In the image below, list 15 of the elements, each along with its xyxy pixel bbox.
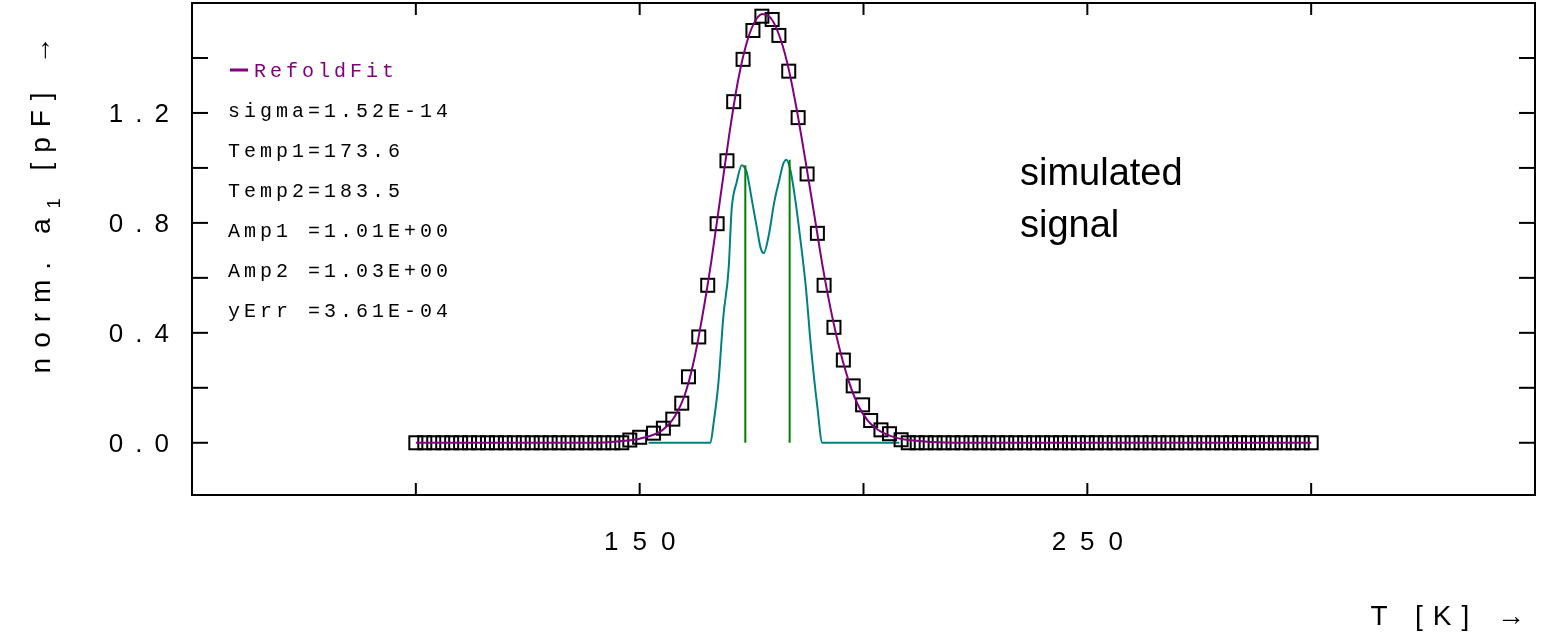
x-axis-title: T [K] → (1370, 600, 1535, 631)
legend-label: RefoldFit (254, 60, 399, 83)
y-tick-label: 0.8 (108, 207, 181, 238)
y-tick-label: 0.0 (108, 427, 181, 458)
x-tick-label: 150 (603, 526, 690, 556)
annotation: Temp2=183.5 (228, 180, 405, 203)
x-tick-label: 250 (1051, 526, 1138, 556)
y-tick-label: 1.2 (108, 98, 181, 129)
annotation: simulated signal (1020, 151, 1183, 245)
annotation: Amp1 =1.01E+00 (228, 220, 453, 243)
annotation: sigma=1.52E-14 (228, 100, 453, 123)
y-tick-label: 0.4 (108, 317, 181, 348)
annotation: Temp1=173.6 (228, 140, 405, 163)
annotation: Amp2 =1.03E+00 (228, 260, 453, 283)
annotation: yErr =3.61E-04 (228, 300, 453, 323)
